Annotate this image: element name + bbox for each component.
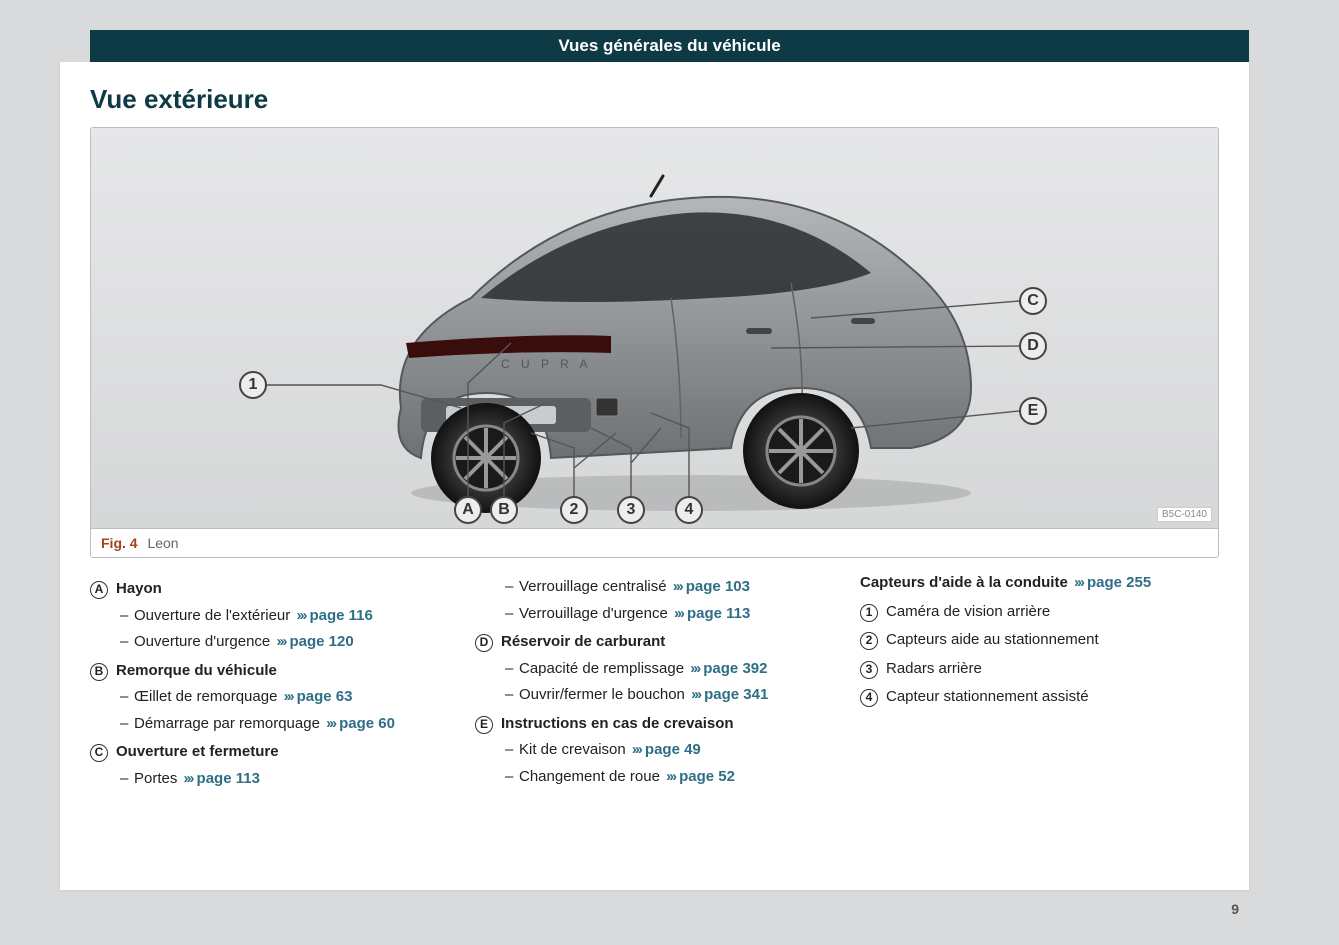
page-ref[interactable]: page 52 <box>679 768 735 785</box>
heading-text: Ouverture et fermeture <box>116 741 449 764</box>
chevrons-icon: ››› <box>296 607 305 624</box>
chevrons-icon: ››› <box>691 686 700 703</box>
chevrons-icon: ››› <box>1074 574 1083 591</box>
callout-E: E <box>1019 397 1047 425</box>
sub-text: Ouverture de l'extérieur <box>134 607 290 624</box>
heading-text: Remorque du véhicule <box>116 660 449 683</box>
sensor-text: Capteur stationnement assisté <box>886 686 1219 709</box>
heading-entry: BRemorque du véhicule <box>90 660 449 683</box>
page-ref[interactable]: page 116 <box>309 607 372 624</box>
column-center: Verrouillage centralisé ›››page 103Verro… <box>475 572 834 790</box>
column-left: AHayon Ouverture de l'extérieur ››› page 1… <box>90 572 449 790</box>
heading-text: Instructions en cas de crevaison <box>501 713 834 736</box>
chevrons-icon: ››› <box>673 578 682 595</box>
marker-1: 1 <box>860 601 886 624</box>
heading-entry: COuverture et fermeture <box>90 741 449 764</box>
page-ref[interactable]: page 63 <box>297 688 353 705</box>
figure-area: C U P R A <box>91 128 1218 528</box>
section-title: Vue extérieure <box>90 84 1219 115</box>
sensor-entry: 1Caméra de vision arrière <box>860 601 1219 624</box>
marker-C: C <box>90 741 116 764</box>
sub-text: Changement de roue <box>519 768 660 785</box>
page-number: 9 <box>1231 901 1239 917</box>
marker-2: 2 <box>860 629 886 652</box>
chevrons-icon: ››› <box>674 605 683 622</box>
sub-text: Kit de crevaison <box>519 741 626 758</box>
sensor-entry: 3Radars arrière <box>860 658 1219 681</box>
sub-text: Ouvrir/fermer le bouchon <box>519 686 685 703</box>
marker-B: B <box>90 660 116 683</box>
sensor-text: Caméra de vision arrière <box>886 601 1219 624</box>
figure-frame: C U P R A <box>90 127 1219 558</box>
chevrons-icon: ››› <box>690 660 699 677</box>
page-ref[interactable]: page 113 <box>687 605 750 622</box>
chevrons-icon: ››› <box>284 688 293 705</box>
chevrons-icon: ››› <box>184 770 193 787</box>
chevrons-icon: ››› <box>276 633 285 650</box>
callout-3: 3 <box>617 496 645 524</box>
page-ref[interactable]: page 255 <box>1087 574 1151 591</box>
marker-4: 4 <box>860 686 886 709</box>
callout-2: 2 <box>560 496 588 524</box>
sensor-text: Capteurs aide au stationnement <box>886 629 1219 652</box>
heading-text: Hayon <box>116 578 449 601</box>
callout-1: 1 <box>239 371 267 399</box>
page-ref[interactable]: page 120 <box>289 633 353 650</box>
page-ref[interactable]: page 60 <box>339 715 395 732</box>
sub-text: Verrouillage d'urgence <box>519 605 668 622</box>
header-title: Vues générales du véhicule <box>558 36 780 55</box>
marker-3: 3 <box>860 658 886 681</box>
chevrons-icon: ››› <box>666 768 675 785</box>
sub-text: Capacité de remplissage <box>519 660 684 677</box>
sub-entry: Verrouillage centralisé ››› page 103 <box>475 576 834 599</box>
heading-entry: AHayon <box>90 578 449 601</box>
sensor-entry: 4Capteur stationnement assisté <box>860 686 1219 709</box>
sub-text: Ouverture d'urgence <box>134 633 270 650</box>
sub-entry: Œillet de remorquage ››› page 63 <box>90 686 449 709</box>
figure-caption-text: Leon <box>147 535 178 551</box>
chevrons-icon: ››› <box>632 741 641 758</box>
page-ref[interactable]: page 49 <box>645 741 701 758</box>
page-header: Vues générales du véhicule <box>90 30 1249 62</box>
figure-number: Fig. 4 <box>101 535 138 551</box>
leader-lines <box>91 128 1218 528</box>
page-ref[interactable]: page 341 <box>704 686 768 703</box>
image-code: B5C-0140 <box>1157 507 1212 522</box>
sub-text: Œillet de remorquage <box>134 688 277 705</box>
heading-entry: EInstructions en cas de crevaison <box>475 713 834 736</box>
page-ref[interactable]: page 392 <box>703 660 767 677</box>
heading-text: Réservoir de carburant <box>501 631 834 654</box>
content-columns: AHayon Ouverture de l'extérieur ››› page 1… <box>90 572 1219 790</box>
page-card: Vue extérieure <box>60 62 1249 890</box>
marker-A: A <box>90 578 116 601</box>
callout-4: 4 <box>675 496 703 524</box>
callout-A: A <box>454 496 482 524</box>
sub-text: Verrouillage centralisé <box>519 578 667 595</box>
column-right: Capteurs d'aide à la conduite ›››page 25… <box>860 572 1219 790</box>
sub-entry: Ouverture d'urgence ››› page 120 <box>90 631 449 654</box>
page-ref[interactable]: page 103 <box>686 578 750 595</box>
heading-entry: DRéservoir de carburant <box>475 631 834 654</box>
marker-D: D <box>475 631 501 654</box>
sub-entry: Capacité de remplissage ››› page 392 <box>475 658 834 681</box>
sub-entry: Verrouillage d'urgence ››› page 113 <box>475 603 834 626</box>
sensor-text: Radars arrière <box>886 658 1219 681</box>
sensor-entry: 2Capteurs aide au stationnement <box>860 629 1219 652</box>
sub-entry: Ouverture de l'extérieur ››› page 116 <box>90 605 449 628</box>
sub-entry: Démarrage par remorquage ››› page 60 <box>90 713 449 736</box>
sub-entry: Ouvrir/fermer le bouchon ››› page 341 <box>475 684 834 707</box>
sensors-title: Capteurs d'aide à la conduite ›››page 25… <box>860 572 1219 595</box>
marker-E: E <box>475 713 501 736</box>
callout-C: C <box>1019 287 1047 315</box>
callout-D: D <box>1019 332 1047 360</box>
sub-entry: Portes ››› page 113 <box>90 768 449 791</box>
page-ref[interactable]: page 113 <box>197 770 260 787</box>
sub-entry: Changement de roue ››› page 52 <box>475 766 834 789</box>
sub-text: Démarrage par remorquage <box>134 715 320 732</box>
figure-caption: Fig. 4 Leon <box>91 528 1218 557</box>
sub-text: Portes <box>134 770 177 787</box>
callout-B: B <box>490 496 518 524</box>
sub-entry: Kit de crevaison ››› page 49 <box>475 739 834 762</box>
chevrons-icon: ››› <box>326 715 335 732</box>
